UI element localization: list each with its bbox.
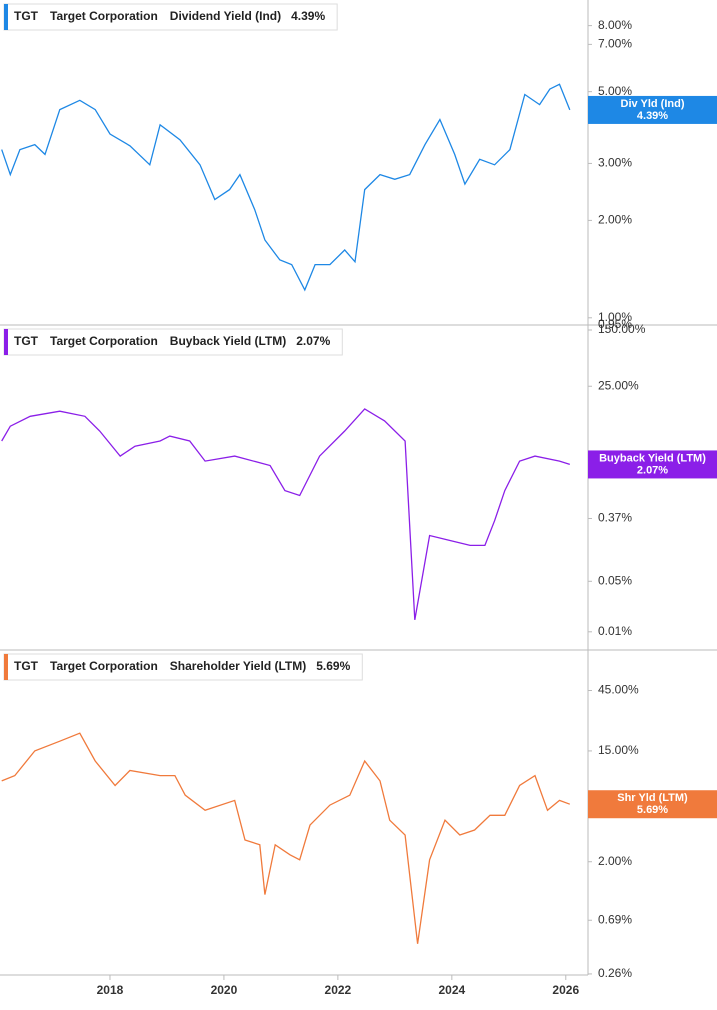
company-name: Target Corporation [50, 9, 158, 23]
y-tick-label: 45.00% [598, 683, 639, 697]
company-name: Target Corporation [50, 659, 158, 673]
ticker: TGT [14, 659, 39, 673]
y-tick-label: 25.00% [598, 378, 639, 392]
badge-label: Div Yld (Ind) [621, 98, 685, 110]
y-tick-label: 150.00% [598, 322, 646, 336]
legend-entry: Buyback Yield (LTM) [170, 334, 286, 348]
legend-swatch [4, 654, 8, 680]
y-tick-label: 8.00% [598, 18, 632, 32]
y-tick-label: 0.01% [598, 624, 632, 638]
legend-entry: Shareholder Yield (LTM) [170, 659, 306, 673]
y-tick-label: 15.00% [598, 743, 639, 757]
legend-entry: Dividend Yield (Ind) [170, 9, 281, 23]
badge-value: 5.69% [637, 804, 668, 816]
company-name: Target Corporation [50, 334, 158, 348]
legend-value: 5.69% [316, 659, 350, 673]
legend-box [3, 328, 343, 356]
value-badge [588, 95, 717, 124]
x-tick-label: 2022 [325, 983, 352, 997]
value-badge [588, 790, 717, 819]
badge-value: 4.39% [637, 110, 668, 122]
x-tick-label: 2026 [552, 983, 579, 997]
legend-box [3, 653, 363, 681]
legend-value: 4.39% [291, 9, 325, 23]
badge-value: 2.07% [637, 464, 668, 476]
y-tick-label: 2.00% [598, 854, 632, 868]
x-tick-label: 2024 [438, 983, 465, 997]
x-tick-label: 2018 [97, 983, 124, 997]
x-tick-label: 2020 [211, 983, 238, 997]
y-tick-label: 0.37% [598, 511, 632, 525]
y-tick-label: 0.69% [598, 912, 632, 926]
y-tick-label: 2.00% [598, 213, 632, 227]
y-tick-label: 1.00% [598, 310, 632, 324]
y-tick-label: 0.26% [598, 966, 632, 980]
legend-value: 2.07% [296, 334, 330, 348]
y-tick-label: 0.95% [598, 317, 632, 331]
legend-swatch [4, 329, 8, 355]
series-line [1, 732, 571, 944]
y-tick-label: 7.00% [598, 37, 632, 51]
series-line [1, 83, 571, 292]
y-tick-label: 5.00% [598, 84, 632, 98]
badge-label: Buyback Yield (LTM) [599, 452, 706, 464]
badge-label: Shr Yld (LTM) [617, 792, 688, 804]
legend-swatch [4, 4, 8, 30]
ticker: TGT [14, 334, 39, 348]
ticker: TGT [14, 9, 39, 23]
series-line [1, 408, 570, 621]
value-badge [588, 450, 717, 479]
y-tick-label: 0.05% [598, 573, 632, 587]
y-tick-label: 3.00% [598, 156, 632, 170]
